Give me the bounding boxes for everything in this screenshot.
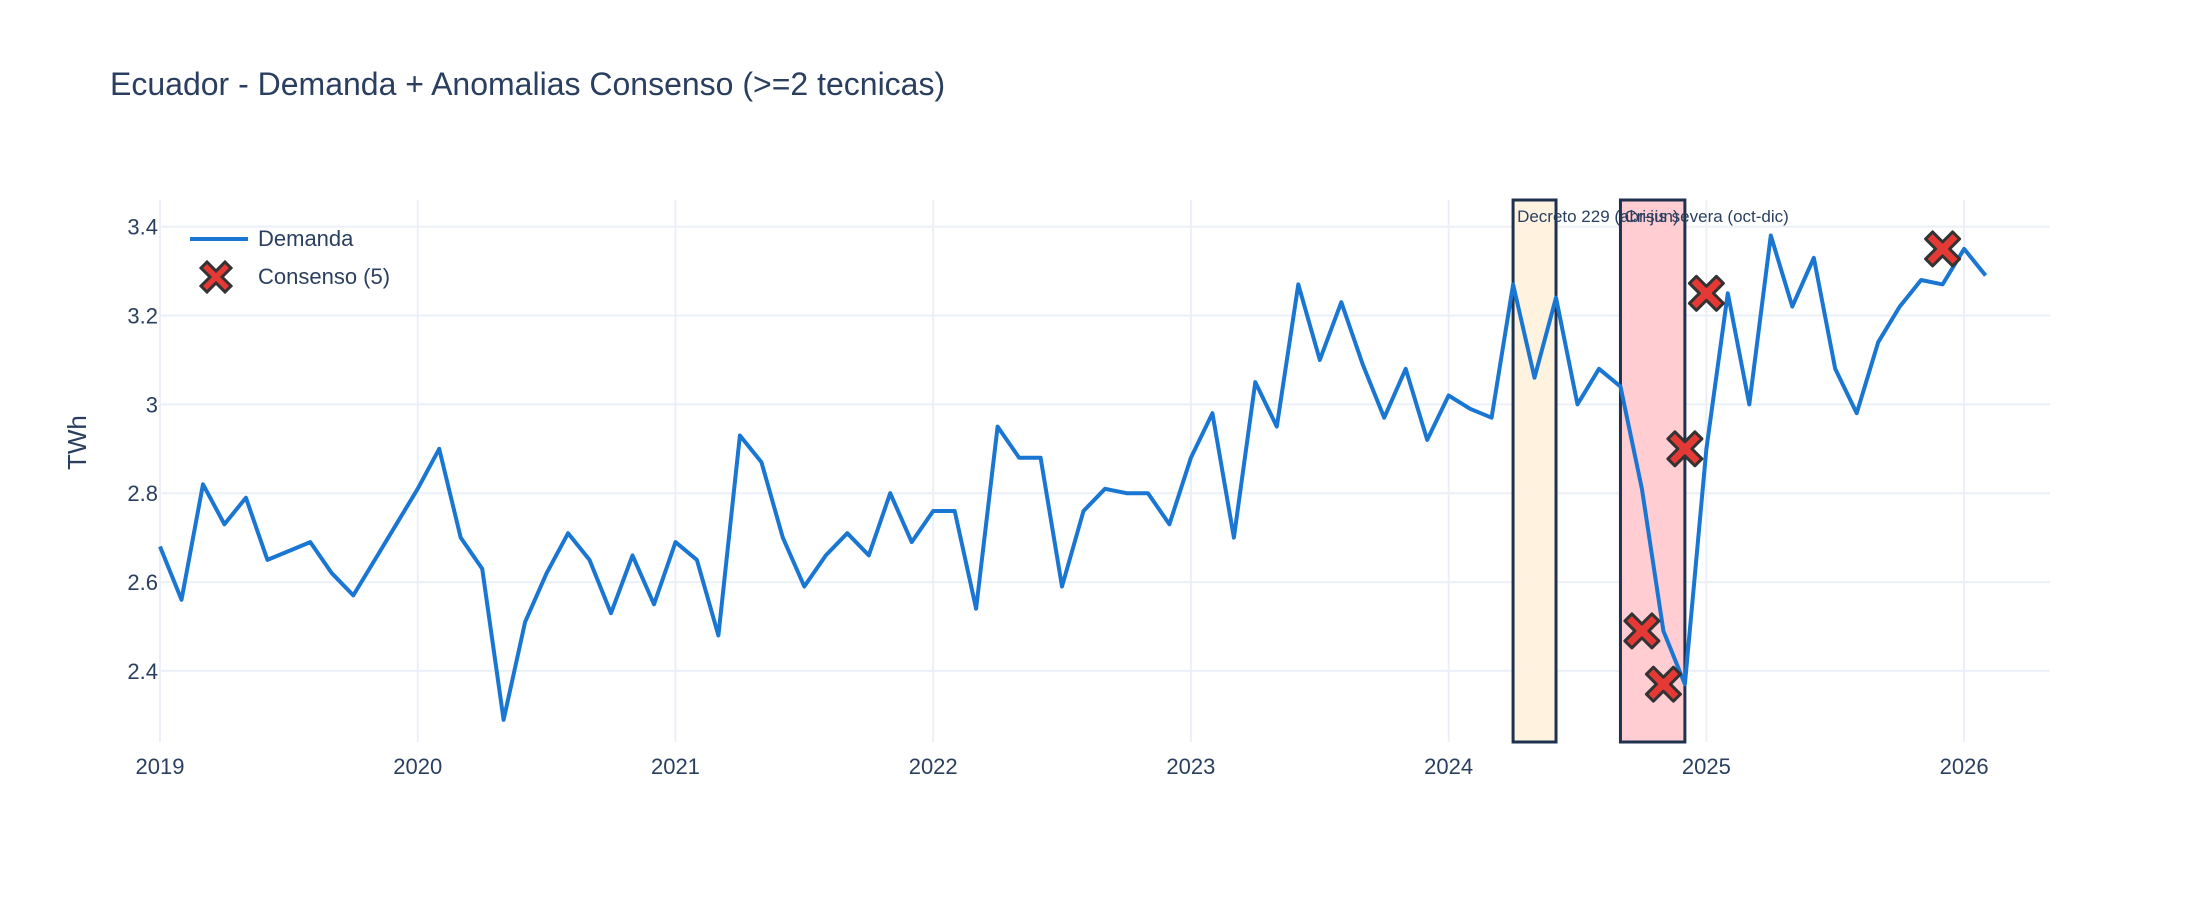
x-marker-swatch-icon: [186, 258, 248, 296]
anomaly-markers: [1623, 230, 1962, 703]
y-tick-label: 2.6: [127, 570, 158, 595]
legend-label-consenso: Consenso (5): [258, 264, 391, 289]
chart-title: Ecuador - Demanda + Anomalias Consenso (…: [110, 66, 946, 102]
legend: Demanda Consenso (5): [186, 220, 390, 296]
y-tick-label: 3.2: [127, 304, 158, 329]
annotation-band: [1618, 198, 1687, 744]
grid-lines: [159, 200, 2050, 742]
x-tick-labels: 2019 2020 2021 2022 2023 2024 2025 2026: [136, 754, 1989, 779]
x-tick-label: 2026: [1940, 754, 1989, 779]
y-tick-label: 2.8: [127, 481, 158, 506]
legend-item-demanda[interactable]: Demanda: [186, 220, 390, 258]
y-tick-labels: 2.4 2.6 2.8 3 3.2 3.4: [127, 215, 158, 684]
x-tick-label: 2019: [136, 754, 185, 779]
line-swatch-icon: [186, 220, 248, 258]
legend-item-consenso[interactable]: Consenso (5): [186, 258, 390, 296]
annotation-label: Crisis severa (oct-dic): [1624, 207, 1788, 226]
x-tick-label: 2021: [651, 754, 700, 779]
annotation-band: [1511, 198, 1558, 744]
anomaly-marker: [1687, 274, 1725, 312]
series-lines: [158, 233, 1988, 722]
annotation-bands: [1511, 198, 1687, 744]
x-tick-label: 2024: [1424, 754, 1473, 779]
y-tick-label: 3: [146, 392, 158, 417]
annotation-labels: Decreto 229 (abr-jun)Crisis severa (oct-…: [1517, 207, 1789, 226]
y-tick-label: 2.4: [127, 659, 158, 684]
x-tick-label: 2020: [393, 754, 442, 779]
legend-label-demanda: Demanda: [258, 226, 354, 251]
x-tick-label: 2025: [1682, 754, 1731, 779]
anomaly-marker: [1623, 612, 1661, 650]
x-tick-label: 2023: [1166, 754, 1215, 779]
anomaly-marker: [1644, 665, 1682, 703]
y-tick-label: 3.4: [127, 215, 158, 240]
x-tick-label: 2022: [909, 754, 958, 779]
anomaly-marker: [1924, 230, 1962, 268]
annotation-label: Decreto 229 (abr-jun): [1517, 207, 1679, 226]
demanda-line: [158, 233, 1988, 722]
anomaly-marker: [1666, 430, 1704, 468]
